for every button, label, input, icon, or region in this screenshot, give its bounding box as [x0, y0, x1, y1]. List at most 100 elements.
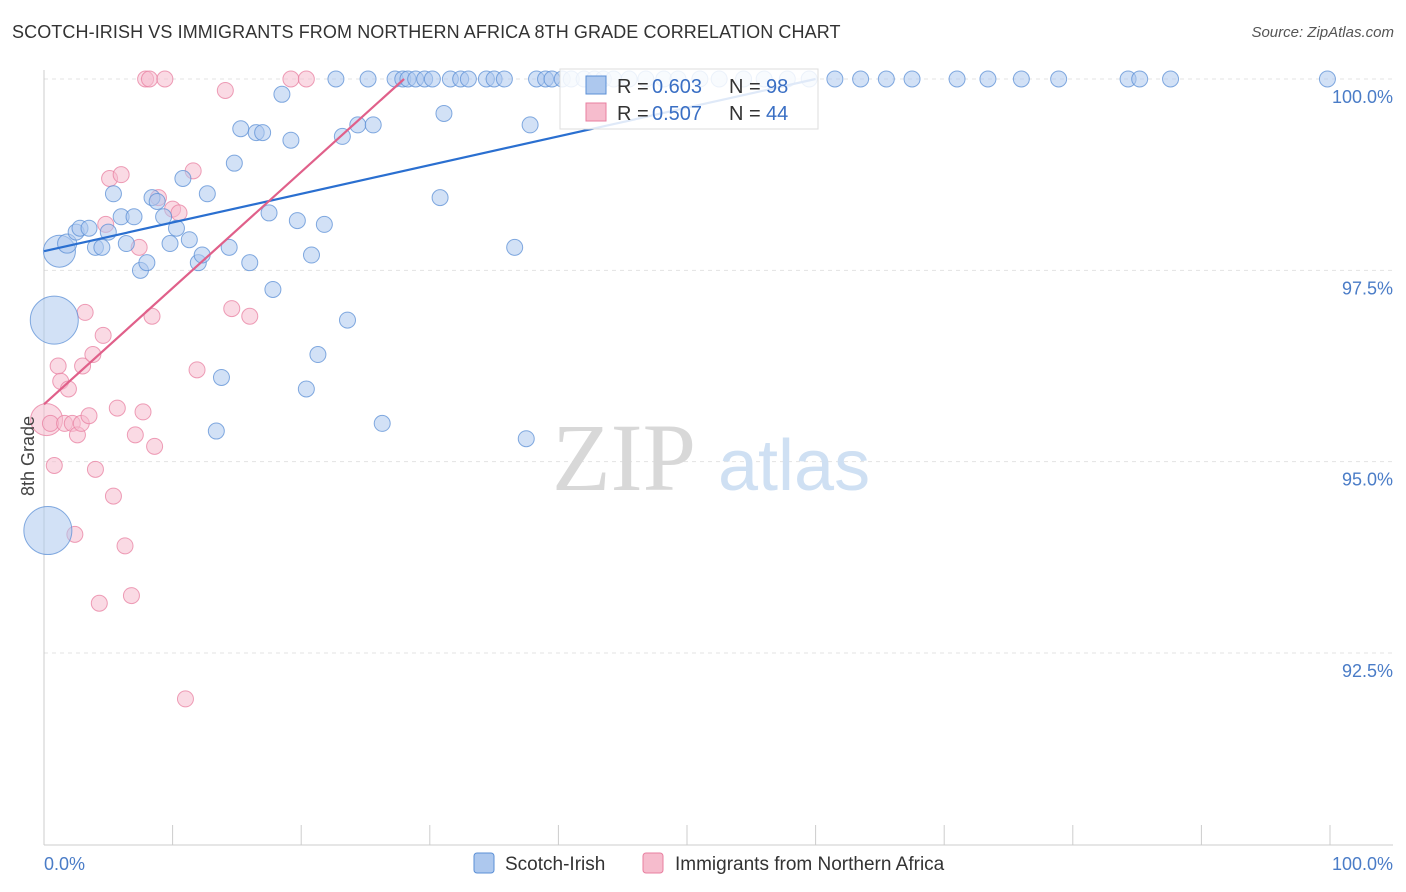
northern-africa-point-14 [84, 346, 102, 364]
northern-africa-point-13 [80, 407, 98, 425]
northern-africa-point-12 [76, 303, 94, 321]
legend-r-label-blue: R = [617, 76, 649, 98]
scotch-irish-point-96 [1162, 70, 1180, 88]
scotch-irish-point-15 [138, 254, 156, 272]
scotch-irish-point-93 [1050, 70, 1068, 88]
northern-africa-point-16 [90, 594, 108, 612]
northern-africa-point-42 [282, 70, 300, 88]
legend-swatch-blue [585, 75, 607, 95]
stats-legend: R = 0.603 N = 98 R = 0.507 N = 44 [559, 68, 819, 130]
scotch-irish-point-38 [288, 212, 306, 230]
legend-r-value-blue: 0.603 [652, 76, 702, 98]
northern-africa-point-21 [108, 399, 126, 417]
northern-africa-point-3 [49, 357, 67, 375]
scotch-irish-point-12 [117, 235, 135, 253]
scotch-irish-point-88 [877, 70, 895, 88]
scotch-irish-point-21 [174, 169, 192, 187]
northern-africa-point-38 [188, 361, 206, 379]
scotch-irish-point-28 [220, 238, 238, 256]
northern-africa-point-33 [156, 70, 174, 88]
northern-africa-point-17 [94, 326, 112, 344]
gridlines [44, 78, 1393, 654]
y-tick-label-2: 97.5% [1342, 278, 1393, 298]
scotch-irish-point-29 [225, 154, 243, 172]
series-legend: Scotch-Irish Immigrants from Northern Af… [473, 852, 945, 875]
northern-africa-point-24 [122, 587, 140, 605]
scotch-irish-point-97 [1318, 70, 1336, 88]
scotch-irish-point-20 [167, 219, 185, 237]
scotch-irish-point-56 [431, 189, 449, 207]
scotch-irish-point-27 [212, 368, 230, 386]
scotch-irish-point-63 [495, 70, 513, 88]
northern-africa-point-43 [297, 70, 315, 88]
scotch-irish-point-42 [315, 215, 333, 233]
scotch-irish-point-13 [125, 208, 143, 226]
scotch-irish-point-39 [297, 380, 315, 398]
northern-africa-point-2 [45, 456, 63, 474]
scotch-irish-point-49 [373, 414, 391, 432]
northern-africa-point-30 [143, 307, 161, 325]
scotch-irish-point-40 [302, 246, 320, 264]
series-legend-swatch-pink [642, 852, 664, 874]
northern-africa-point-39 [216, 81, 234, 99]
y-axis-label: 8th Grade [18, 416, 38, 496]
northern-africa-point-35 [170, 204, 188, 222]
series-legend-label-pink: Immigrants from Northern Africa [675, 854, 945, 875]
northern-africa-point-11 [74, 357, 92, 375]
scotch-irish-point-25 [198, 185, 216, 203]
y-tick-label-3: 100.0% [1332, 87, 1393, 107]
axes [43, 70, 1393, 846]
legend-n-value-blue: 98 [766, 76, 788, 98]
legend-r-value-pink: 0.507 [652, 103, 702, 125]
northern-africa-point-40 [223, 300, 241, 318]
scotch-irish-point-90 [948, 70, 966, 88]
northern-africa-point-22 [112, 166, 130, 184]
northern-africa-point-20 [104, 487, 122, 505]
scotch-irish-point-36 [273, 85, 291, 103]
chart-title: SCOTCH-IRISH VS IMMIGRANTS FROM NORTHERN… [12, 22, 841, 42]
scotch-irish-point-64 [506, 238, 524, 256]
legend-swatch-pink [585, 102, 607, 122]
scotch-irish-point-0 [23, 506, 73, 556]
legend-n-label-blue: N = [729, 76, 761, 98]
scotch-irish-point-10 [104, 185, 122, 203]
watermark-atlas: atlas [718, 426, 870, 506]
scotch-irish-point-55 [423, 70, 441, 88]
scotch-irish-point-30 [232, 120, 250, 138]
x-tick-label-min: 0.0% [44, 854, 85, 874]
scotch-irish-point-34 [260, 204, 278, 222]
scotch-irish-point-60 [459, 70, 477, 88]
watermark-zip: ZIP [552, 404, 696, 511]
scotch-irish-point-65 [517, 430, 535, 448]
northern-africa-point-41 [241, 307, 259, 325]
northern-africa-point-36 [176, 690, 194, 708]
northern-africa-point-23 [116, 537, 134, 555]
legend-n-value-pink: 44 [766, 103, 788, 125]
y-tick-label-1: 95.0% [1342, 470, 1393, 490]
northern-africa-point-25 [126, 426, 144, 444]
legend-n-label-pink: N = [729, 103, 761, 125]
y-tick-labels: 92.5% 95.0% 97.5% 100.0% [1332, 87, 1393, 681]
scotch-irish-point-26 [207, 422, 225, 440]
scotch-irish-point-33 [254, 124, 272, 142]
scotch-irish-point-47 [359, 70, 377, 88]
x-tick-label-max: 100.0% [1332, 854, 1393, 874]
trend-line-northern-africa [43, 78, 405, 406]
watermark: ZIP atlas [552, 404, 870, 511]
scotch-irish-point-8 [93, 238, 111, 256]
scotch-irish-point-95 [1131, 70, 1149, 88]
scotch-irish-point-17 [148, 192, 166, 210]
source-credit: Source: ZipAtlas.com [1251, 24, 1394, 41]
scotch-irish-point-43 [327, 70, 345, 88]
scotch-irish-point-89 [903, 70, 921, 88]
scotch-irish-point-37 [282, 131, 300, 149]
scotch-irish-point-48 [364, 116, 382, 134]
series-scotch-irish [23, 70, 1336, 556]
scotch-irish-point-86 [826, 70, 844, 88]
series-legend-label-blue: Scotch-Irish [505, 854, 605, 875]
northern-africa-point-27 [134, 403, 152, 421]
scotch-irish-point-66 [521, 116, 539, 134]
scotch-irish-point-31 [241, 254, 259, 272]
scotch-irish-point-1 [29, 295, 79, 345]
